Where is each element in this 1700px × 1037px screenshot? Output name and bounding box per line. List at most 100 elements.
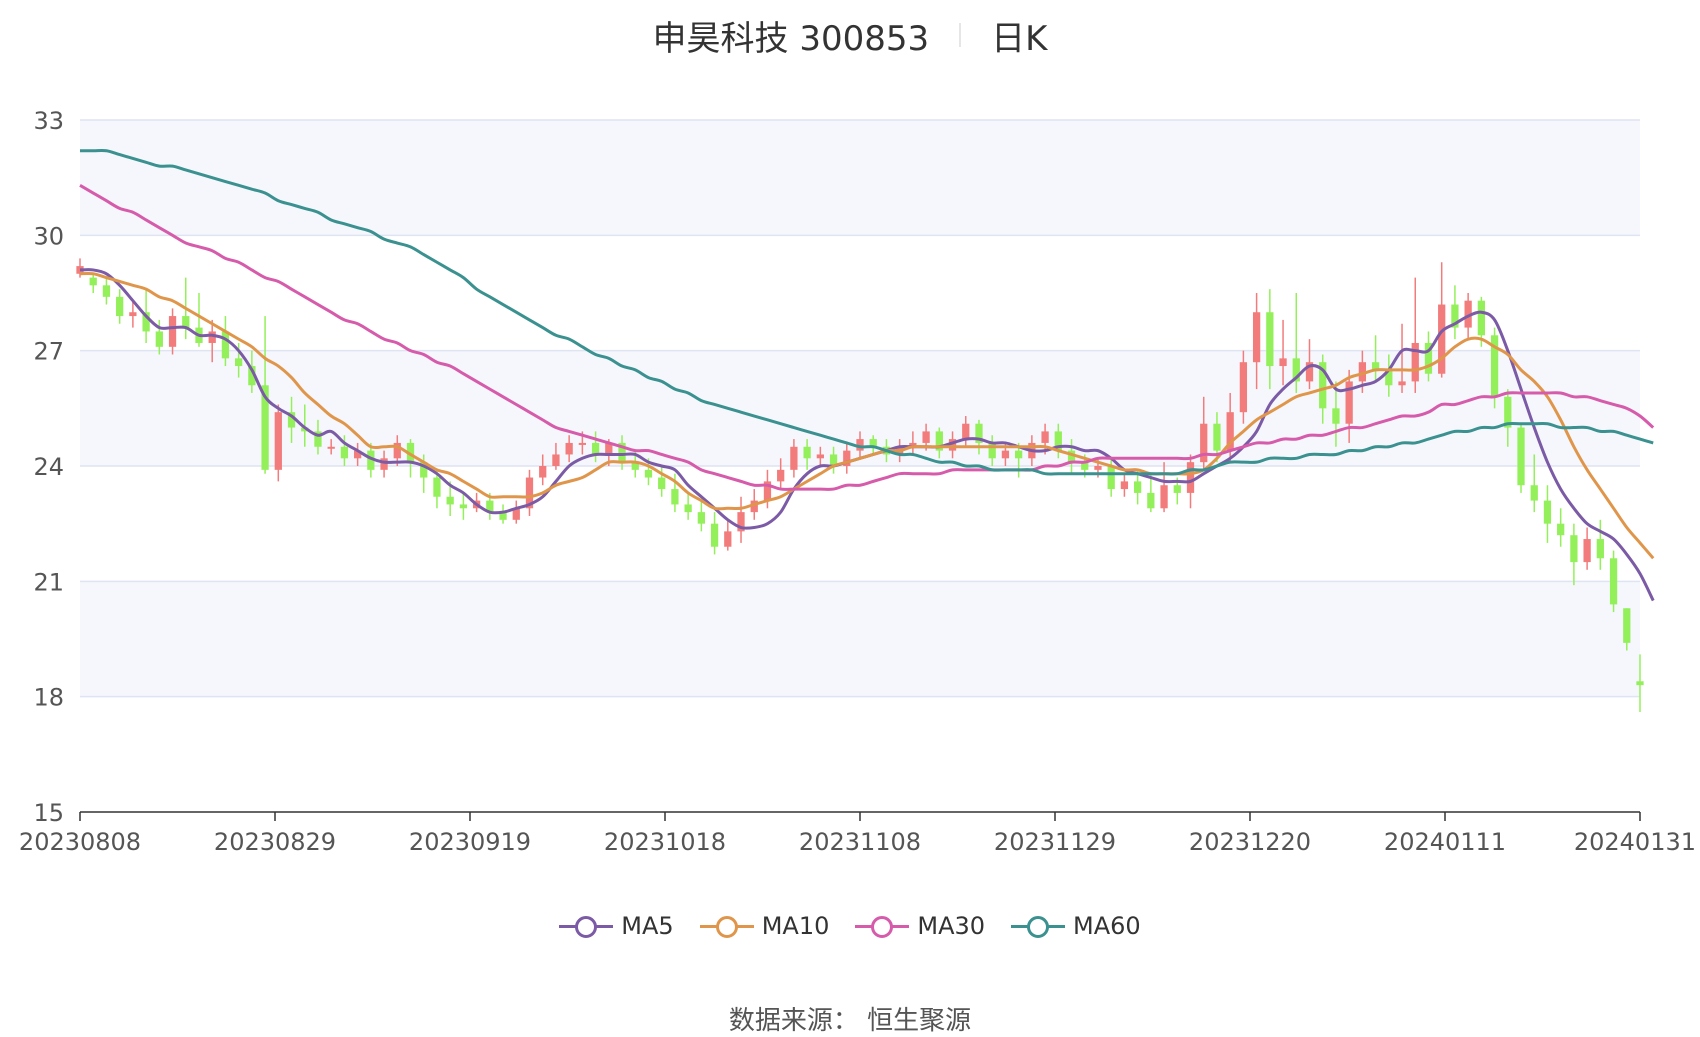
candle-body xyxy=(420,462,428,478)
title-separator xyxy=(959,23,962,47)
candle-body xyxy=(1226,412,1234,451)
candle xyxy=(777,458,785,490)
candle-body xyxy=(446,496,454,505)
candle-body xyxy=(922,431,930,443)
candle-body xyxy=(380,458,388,470)
candle-body xyxy=(1530,485,1538,501)
candle xyxy=(195,293,203,347)
x-tick-label: 20231220 xyxy=(1189,828,1311,856)
candle xyxy=(1504,389,1512,447)
candle xyxy=(367,442,375,478)
candle xyxy=(1279,319,1287,386)
x-axis: 20230808 20230829 20230919 20231018 20231108… xyxy=(19,811,1696,856)
candle xyxy=(1623,608,1631,651)
candle xyxy=(129,300,137,328)
legend-item-ma60[interactable]: MA60 xyxy=(1011,912,1141,940)
candle-body xyxy=(605,442,613,455)
candle-body xyxy=(459,504,468,509)
grid-bands xyxy=(80,120,1640,697)
candle-body xyxy=(274,412,282,470)
candle-body xyxy=(909,442,917,447)
candle xyxy=(803,439,811,470)
candle-body xyxy=(353,450,362,459)
candle-body xyxy=(512,508,520,520)
candle-body xyxy=(155,331,163,347)
candle-body xyxy=(1332,408,1340,424)
candle xyxy=(829,446,838,474)
candle xyxy=(1517,423,1525,493)
candle-body xyxy=(1081,462,1089,470)
legend-item-ma5[interactable]: MA5 xyxy=(559,912,674,940)
candle xyxy=(1530,454,1538,513)
candle-body xyxy=(1305,362,1314,382)
candle xyxy=(697,500,705,532)
candle-body xyxy=(1358,362,1367,382)
candle xyxy=(684,492,692,520)
candle xyxy=(948,431,957,459)
candle-body xyxy=(1266,312,1274,367)
candle xyxy=(1067,439,1076,474)
legend-label: MA10 xyxy=(761,912,830,940)
x-tick-label: 20231129 xyxy=(994,828,1116,856)
candle xyxy=(1200,396,1208,470)
candle xyxy=(737,496,745,543)
legend-item-ma30[interactable]: MA30 xyxy=(855,912,985,940)
candle-body xyxy=(1609,558,1618,605)
y-axis-ticks: 15 18 21 24 27 30 33 xyxy=(33,107,64,827)
candle-body xyxy=(1570,535,1578,563)
period-title: 日K xyxy=(991,18,1048,59)
candle xyxy=(565,435,573,463)
candle xyxy=(168,308,177,355)
candle xyxy=(1451,285,1459,340)
candle xyxy=(353,442,362,466)
candle xyxy=(988,435,996,466)
candle xyxy=(102,277,111,305)
candle xyxy=(1371,335,1380,382)
candle xyxy=(1015,442,1023,478)
candle xyxy=(116,289,124,324)
candle xyxy=(591,431,600,463)
candle-body xyxy=(221,331,230,359)
y-tick-label: 18 xyxy=(33,684,64,712)
candle xyxy=(1411,277,1419,393)
legend-label: MA60 xyxy=(1073,912,1141,940)
candle-body xyxy=(1398,381,1406,386)
candle xyxy=(1636,654,1644,713)
candle-body xyxy=(248,366,256,386)
y-tick-label: 27 xyxy=(33,338,64,366)
candle-body xyxy=(486,500,494,513)
candle-body xyxy=(1385,369,1393,386)
y-tick-label: 15 xyxy=(33,799,64,827)
candle-body xyxy=(1596,539,1604,559)
candle xyxy=(1596,519,1604,570)
candle xyxy=(1543,485,1552,543)
candle-body xyxy=(777,469,785,482)
candle xyxy=(909,431,917,455)
candle-body xyxy=(1252,312,1261,363)
candle-body xyxy=(1583,539,1591,563)
candle-body xyxy=(803,446,811,459)
candle xyxy=(962,416,970,447)
candle xyxy=(618,435,626,470)
candle xyxy=(512,500,520,524)
candle-body xyxy=(327,446,335,449)
candle-body xyxy=(869,439,877,447)
candle-body xyxy=(697,512,705,524)
candle xyxy=(1160,462,1168,513)
candle xyxy=(790,439,798,478)
candle-body xyxy=(843,450,851,466)
candle-body xyxy=(856,439,864,451)
candle xyxy=(724,519,732,551)
candle-body xyxy=(499,512,507,520)
candle-body xyxy=(1041,431,1049,443)
legend-label: MA5 xyxy=(621,912,674,940)
candle xyxy=(433,469,441,509)
legend-item-ma10[interactable]: MA10 xyxy=(699,912,830,940)
ma-line-ma60 xyxy=(80,148,1654,476)
candle-body xyxy=(1213,423,1221,451)
candle-body xyxy=(1543,500,1552,524)
candle-body xyxy=(1120,481,1129,490)
candle-body xyxy=(1067,450,1076,463)
x-tick-label: 20240111 xyxy=(1384,828,1506,856)
candle-body xyxy=(1173,485,1181,493)
